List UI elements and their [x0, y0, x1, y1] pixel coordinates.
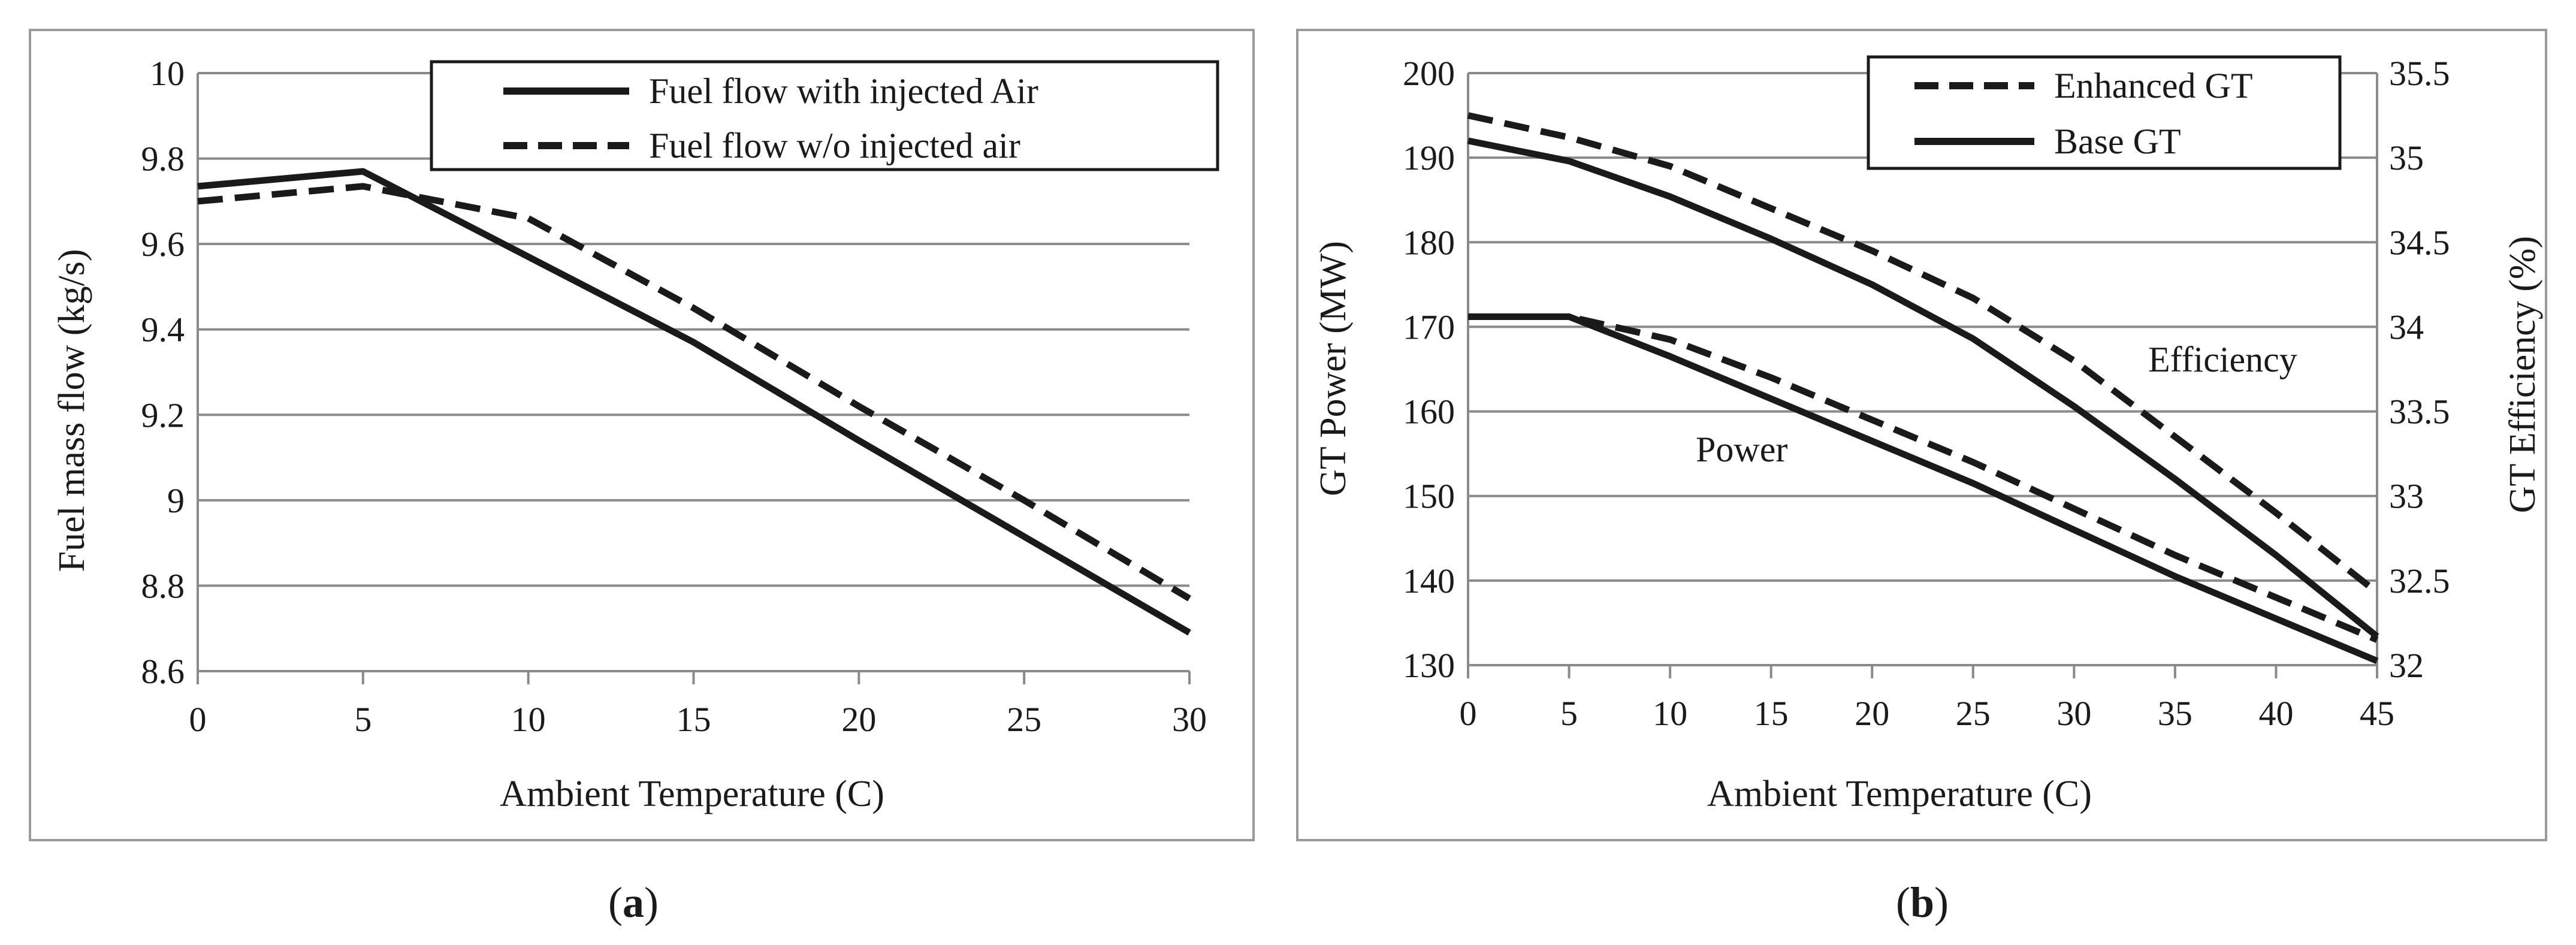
chart-a-tick-labels: 8.6 8.8 9 9.2 9.4 9.6 9.8 10 0 5 10 15 20 25 30 — [141, 54, 1207, 739]
chart-a-legend-label-1: Fuel flow w/o injected air — [649, 126, 1020, 165]
chart-b-annotation-power: Power — [1696, 430, 1787, 469]
chart-a-xtick-label: 15 — [677, 700, 711, 739]
chart-a-ylabel: Fuel mass flow (kg/s) — [52, 249, 92, 572]
chart-b-xtick-label: 35 — [2158, 694, 2193, 733]
chart-b-xtick-label: 30 — [2056, 694, 2091, 733]
chart-b-caption: (b) — [1896, 878, 1949, 926]
chart-b-ytick-label-right: 32.5 — [2389, 561, 2450, 600]
chart-b-ylabel-right: GT Efficiency (%) — [2502, 236, 2543, 514]
chart-b-series-line-3 — [1468, 313, 2379, 664]
chart-a-ytick-label: 9.8 — [141, 140, 185, 179]
chart-b-ytick-label: 150 — [1403, 477, 1455, 516]
chart-b-xtick-label: 10 — [1653, 694, 1687, 733]
chart-b-ytick-label: 180 — [1403, 223, 1455, 262]
chart-b-caption-letter: b — [1910, 878, 1934, 926]
chart-b-legend — [1867, 55, 2342, 170]
chart-b-ytick-label: 130 — [1403, 646, 1455, 685]
chart-a-caption: (a) — [608, 878, 659, 926]
chart-b-annotation-efficiency: Efficiency — [2148, 340, 2297, 379]
chart-b-series-line-1 — [1467, 137, 2379, 639]
chart-a-series — [197, 168, 1191, 636]
chart-a-ytick-label: 8.8 — [141, 566, 185, 605]
chart-b-xtick-label: 5 — [1560, 694, 1578, 733]
chart-b-ytick-label: 190 — [1403, 138, 1455, 177]
chart-a-ytick-label: 9.6 — [141, 225, 185, 264]
chart-a-xtick-label: 25 — [1007, 700, 1041, 739]
chart-b-ytick-label-right: 34 — [2389, 307, 2424, 346]
chart-b-xtick-label: 20 — [1855, 694, 1889, 733]
chart-b-xlabel: Ambient Temperature (C) — [1707, 774, 2092, 814]
chart-a-ytick-label: 9.4 — [141, 310, 185, 349]
chart-b-ytick-label-right: 35 — [2389, 138, 2424, 177]
chart-b-ytick-label-right: 33.5 — [2389, 393, 2450, 431]
chart-b-ytick-label-right: 34.5 — [2389, 223, 2450, 262]
chart-a-ytick-label: 10 — [150, 54, 185, 93]
chart-a-series-line-1 — [197, 183, 1191, 602]
chart-b-series-line-2 — [1468, 313, 2379, 643]
chart-a-ytick-label: 8.6 — [141, 652, 185, 691]
chart-b-ytick-label-right: 32 — [2389, 646, 2424, 685]
chart-a-xtick-label: 10 — [511, 700, 546, 739]
chart-b-tick-labels: 1301401501601701801902003232.53333.53434… — [1403, 54, 2450, 733]
chart-a-legend-label-0: Fuel flow with injected Air — [649, 71, 1038, 111]
chart-b-ytick-label: 140 — [1403, 561, 1455, 600]
chart-b-series — [1467, 112, 2379, 664]
chart-b-ytick-label: 160 — [1403, 393, 1455, 431]
chart-a-ytick-label: 9 — [167, 481, 185, 520]
chart-b-series-line-0 — [1467, 112, 2379, 595]
chart-b-xtick-label: 0 — [1460, 694, 1477, 733]
chart-a-legend — [430, 60, 1219, 171]
chart-b-xtick-label: 40 — [2258, 694, 2293, 733]
chart-b-xtick-label: 45 — [2360, 694, 2394, 733]
chart-a-xlabel: Ambient Temperature (C) — [500, 774, 884, 814]
chart-b-ytick-label: 200 — [1403, 54, 1455, 93]
chart-b-ylabel-left: GT Power (MW) — [1313, 241, 1354, 496]
chart-a-xtick-label: 20 — [841, 700, 876, 739]
chart-b-ytick-label-right: 35.5 — [2389, 54, 2450, 93]
chart-a-caption-letter: a — [623, 878, 644, 926]
chart-b-legend-label-0: Enhanced GT — [2054, 66, 2253, 105]
chart-b-xtick-label: 25 — [1956, 694, 1991, 733]
chart-a-ytick-label: 9.2 — [141, 395, 185, 434]
chart-a-xtick-label: 0 — [189, 700, 207, 739]
chart-a-xtick-label: 5 — [354, 700, 372, 739]
chart-b-ytick-label: 170 — [1403, 307, 1455, 346]
chart-a-series-line-0 — [197, 168, 1191, 636]
chart-b-legend-label-1: Base GT — [2054, 122, 2181, 161]
chart-a-xtick-label: 30 — [1172, 700, 1207, 739]
chart-b-xtick-label: 15 — [1754, 694, 1789, 733]
chart-b-ytick-label-right: 33 — [2389, 477, 2424, 516]
